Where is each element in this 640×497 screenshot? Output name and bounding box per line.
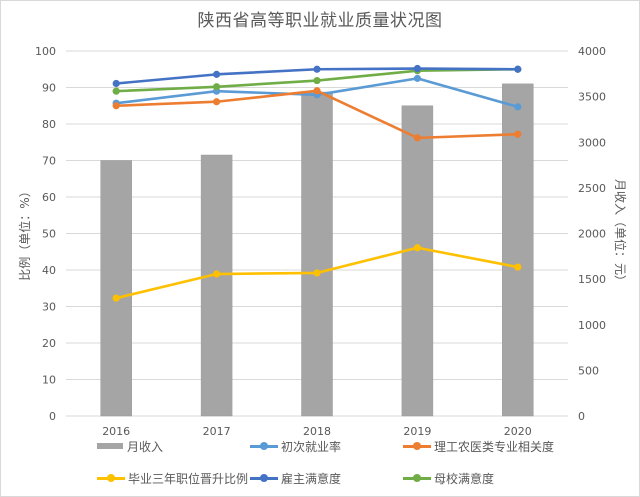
left-axis-label: 比例（单位：%） (17, 185, 32, 280)
right-axis-ticks: 0 500 1000 1500 2000 2500 3000 3500 4000 (578, 45, 606, 423)
legend-item-major-relevance[interactable]: 理工农医类专业相关度 (403, 437, 554, 455)
data-point-marker (313, 269, 321, 277)
legend-item-employer-satisfaction[interactable]: 雇主满意度 (250, 469, 341, 487)
data-point-marker (213, 83, 221, 91)
left-tick-label: 30 (42, 301, 56, 314)
legend-label: 初次就业率 (281, 439, 342, 454)
x-axis-ticks: 2016 2017 2018 2019 2020 (102, 425, 532, 438)
data-point-marker (514, 130, 522, 138)
x-tick-label: 2016 (102, 425, 130, 438)
data-point-marker (112, 102, 120, 110)
right-tick-label: 3000 (578, 136, 606, 149)
data-point-marker (514, 103, 522, 111)
line-marker-icon (250, 442, 278, 450)
data-point-marker (413, 64, 421, 73)
right-tick-label: 4000 (578, 45, 606, 58)
legend-item-initial-employment-rate[interactable]: 初次就业率 (250, 437, 341, 455)
right-tick-label: 2000 (578, 228, 606, 241)
legend-label: 理工农医类专业相关度 (434, 439, 555, 454)
left-tick-label: 20 (42, 337, 56, 350)
right-tick-label: 500 (578, 364, 599, 377)
line-marker-icon (97, 474, 125, 482)
left-tick-label: 80 (42, 118, 56, 131)
right-tick-label: 3500 (578, 91, 606, 104)
x-tick-label: 2020 (504, 425, 532, 438)
left-tick-label: 60 (42, 191, 56, 204)
line-marker-icon (250, 474, 278, 482)
legend-label: 雇主满意度 (281, 471, 342, 486)
x-tick-label: 2019 (403, 425, 431, 438)
right-tick-label: 0 (578, 410, 585, 423)
right-tick-label: 2500 (578, 182, 606, 195)
legend-label: 母校满意度 (434, 471, 495, 486)
left-tick-label: 10 (42, 374, 56, 387)
left-tick-label: 0 (49, 410, 56, 423)
data-point-marker (112, 87, 120, 95)
data-point-marker (112, 79, 120, 88)
data-point-marker (213, 98, 221, 106)
line-series (112, 87, 522, 142)
bar-swatch-icon (97, 443, 123, 449)
data-point-marker (213, 270, 221, 278)
line-marker-icon (403, 474, 431, 482)
legend-label: 月收入 (127, 439, 164, 454)
left-tick-label: 100 (35, 45, 56, 58)
data-point-marker (514, 65, 522, 73)
income-bar (301, 91, 333, 417)
right-axis-label: 月收入（单位：元） (613, 179, 628, 287)
data-point-marker (313, 87, 321, 95)
chart-legend: 月收入 初次就业率 理工农医类专业相关度 毕业三年职位晋升比例 雇主满意度 母校… (97, 437, 557, 489)
data-point-marker (514, 263, 522, 271)
line-series-group (112, 64, 522, 302)
right-tick-label: 1500 (578, 273, 606, 286)
data-point-marker (313, 76, 321, 85)
right-tick-label: 1000 (578, 319, 606, 332)
legend-item-promotion-ratio[interactable]: 毕业三年职位晋升比例 (97, 469, 248, 487)
left-tick-label: 90 (42, 82, 56, 95)
data-point-marker (213, 70, 221, 78)
chart-title: 陕西省高等职业就业质量状况图 (197, 11, 443, 31)
legend-label: 毕业三年职位晋升比例 (128, 471, 249, 486)
data-point-marker (413, 74, 421, 82)
income-bar (200, 154, 233, 417)
income-bar (502, 83, 534, 417)
income-bar (100, 160, 132, 417)
bar-series-monthly-income (100, 83, 534, 417)
data-point-marker (112, 294, 120, 302)
left-tick-label: 50 (42, 228, 56, 241)
legend-item-monthly-income[interactable]: 月收入 (97, 437, 163, 455)
line-series (112, 64, 522, 88)
left-tick-label: 70 (42, 155, 56, 168)
line-series (112, 244, 522, 302)
data-point-marker (413, 244, 421, 252)
data-point-marker (413, 134, 421, 142)
x-tick-label: 2018 (303, 425, 331, 438)
left-tick-label: 40 (42, 264, 56, 277)
legend-item-alma-mater-satisfaction[interactable]: 母校满意度 (403, 469, 494, 487)
x-tick-label: 2017 (203, 425, 231, 438)
left-axis-ticks: 0 10 20 30 40 50 60 70 80 90 100 (35, 45, 56, 423)
income-bar (401, 105, 434, 417)
line-marker-icon (403, 442, 431, 450)
data-point-marker (313, 65, 321, 73)
